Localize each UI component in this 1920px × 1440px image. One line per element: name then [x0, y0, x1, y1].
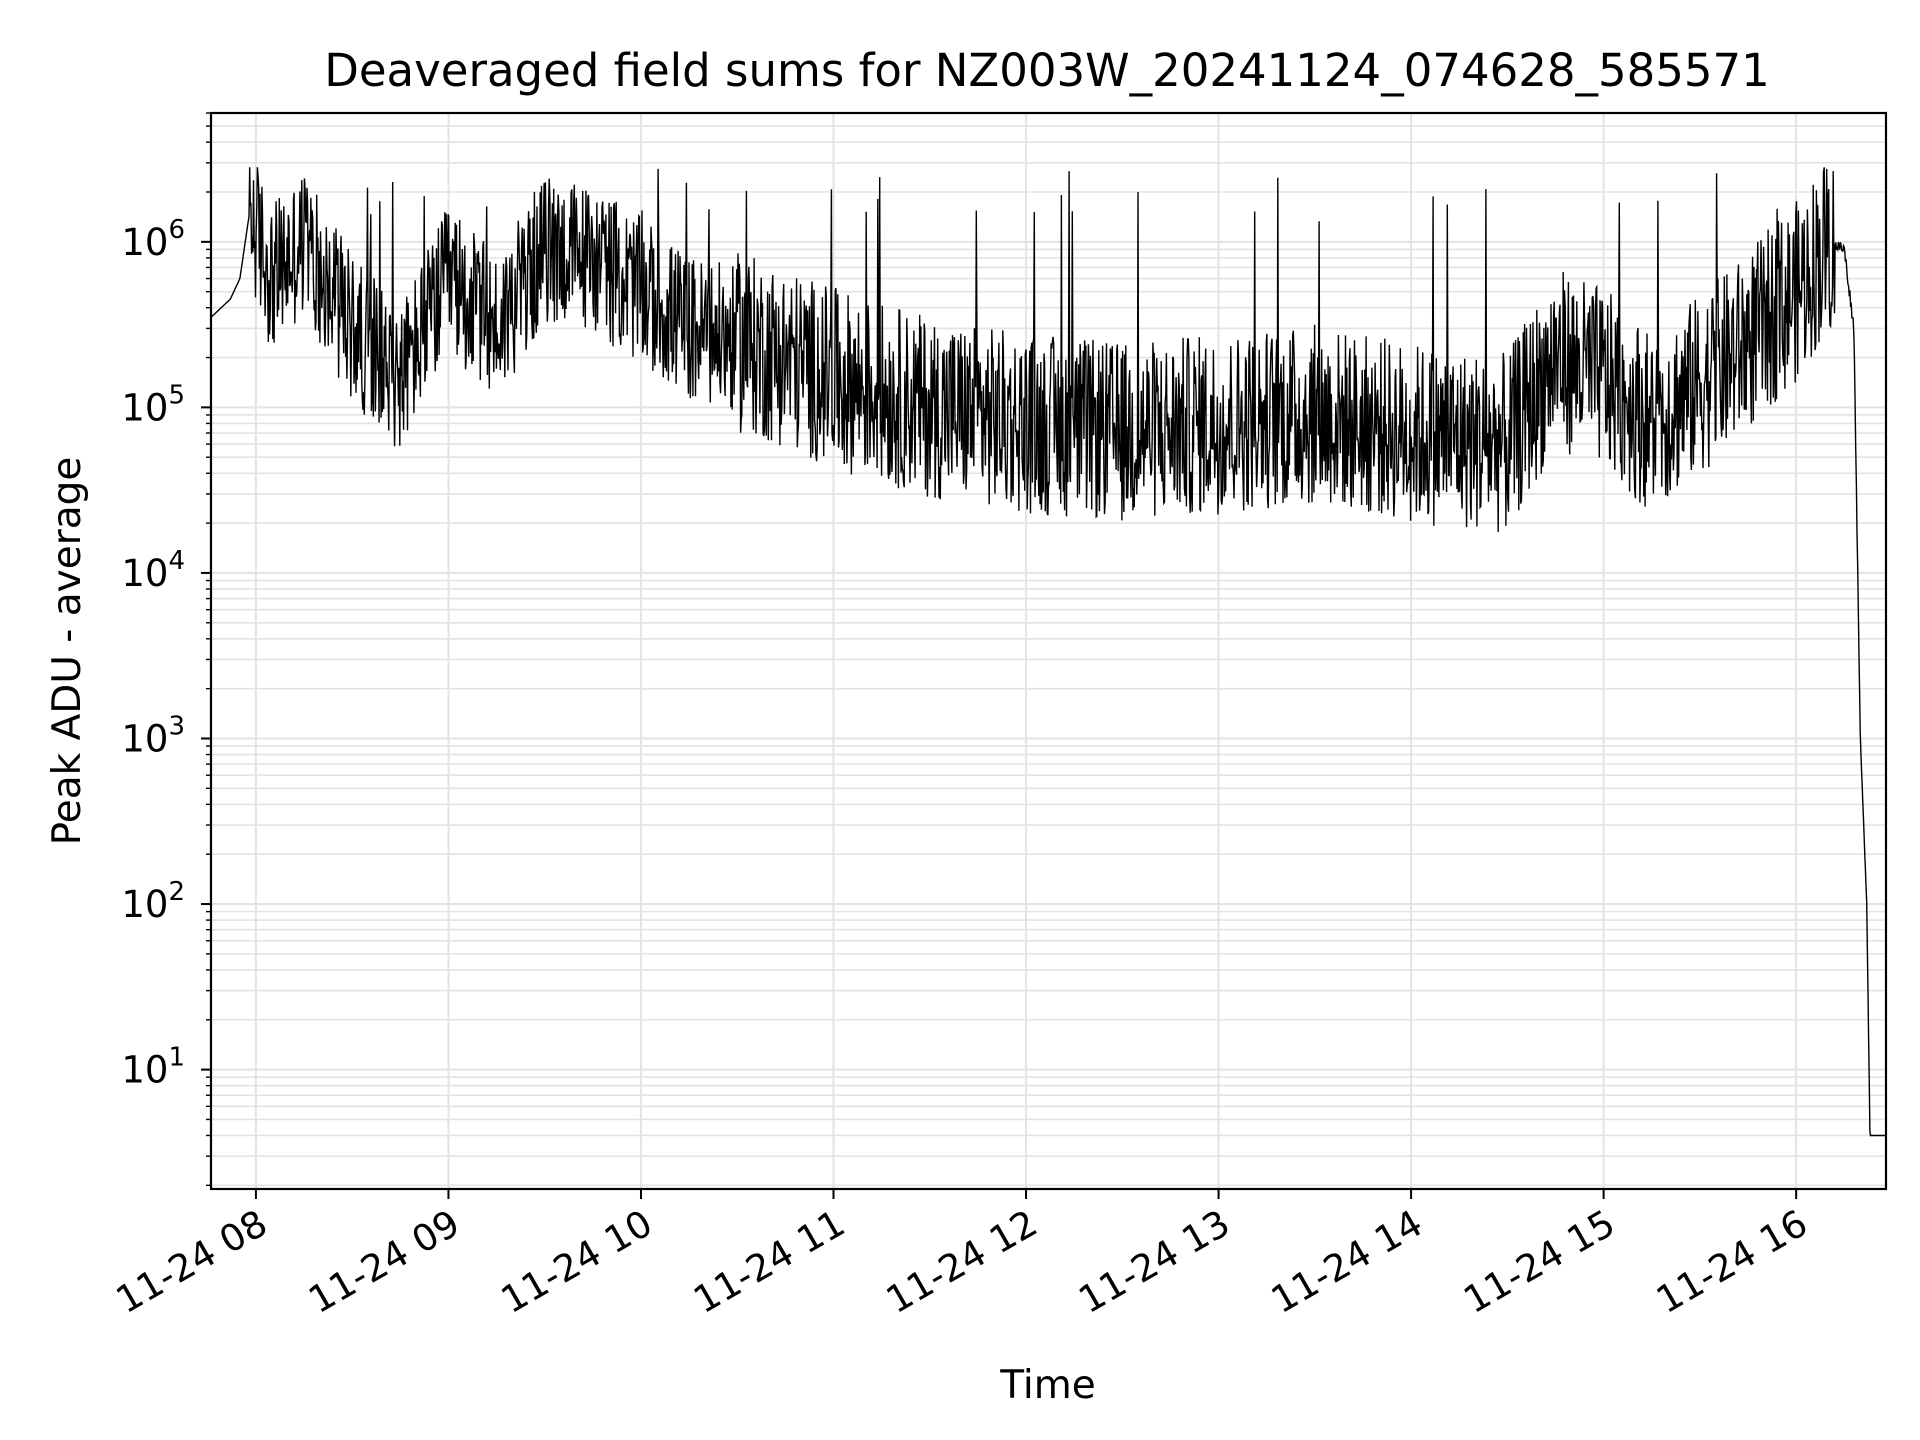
- data-series: [210, 167, 1886, 1137]
- x-axis-label: Time: [999, 1363, 1095, 1408]
- plot-area-frame: [209, 111, 1888, 1191]
- y-axis-label: Peak ADU - average: [45, 457, 90, 846]
- y-tick-label: 106: [121, 215, 185, 264]
- chart-title: Deaveraged field sums for NZ003W_2024112…: [324, 44, 1770, 97]
- y-tick-label: 104: [121, 546, 185, 595]
- y-tick-label: 101: [121, 1043, 185, 1092]
- y-tick-label: 102: [121, 877, 185, 926]
- axis-ticks: [201, 112, 1798, 1199]
- series-line: [210, 167, 1886, 1137]
- y-tick-label: 103: [121, 711, 185, 760]
- y-tick-label: 105: [121, 380, 185, 429]
